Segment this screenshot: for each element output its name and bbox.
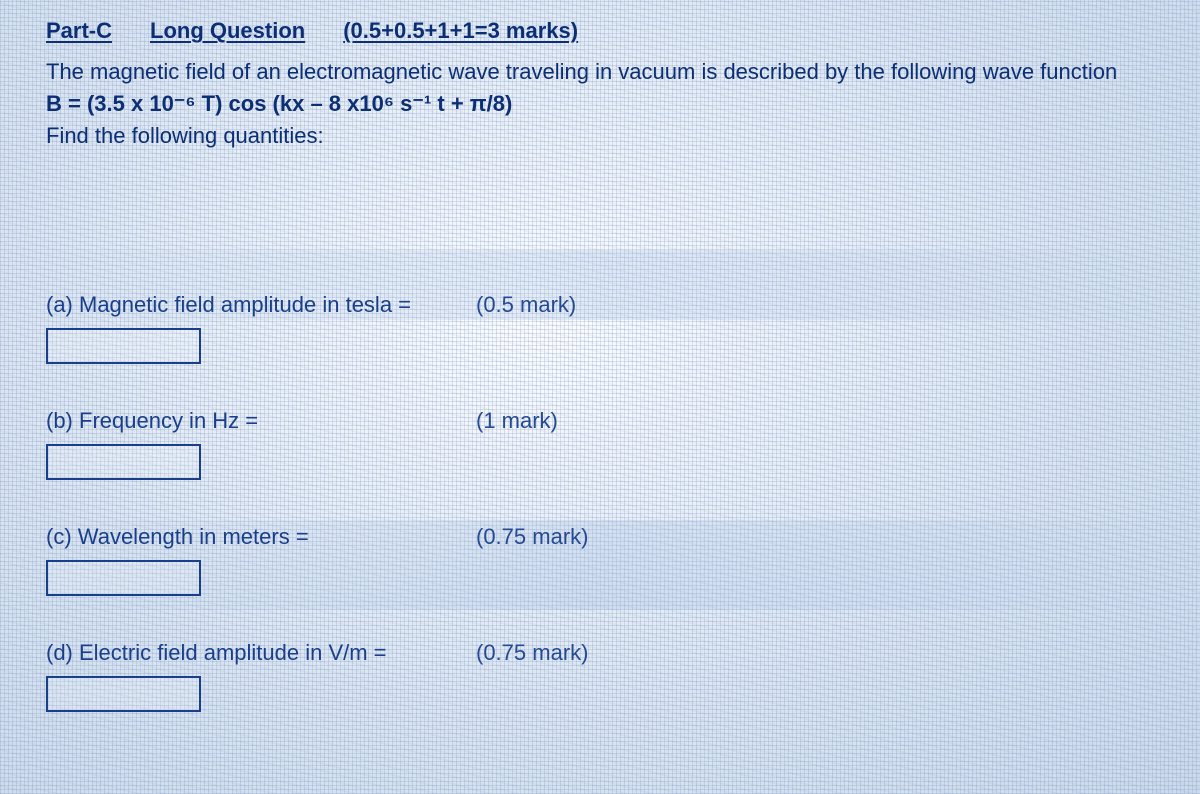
- question-row: (a) Magnetic field amplitude in tesla = …: [46, 292, 1154, 318]
- part-label: Part-C: [46, 18, 112, 44]
- question-label: (c) Wavelength in meters =: [46, 524, 476, 550]
- prompt-line-3: Find the following quantities:: [46, 120, 1154, 152]
- exam-page: Part-C Long Question (0.5+0.5+1+1=3 mark…: [0, 0, 1200, 786]
- prompt-equation: B = (3.5 x 10⁻⁶ T) cos (kx – 8 x10⁶ s⁻¹ …: [46, 88, 1154, 120]
- question-row: (d) Electric field amplitude in V/m = (0…: [46, 640, 1154, 666]
- question-row: (c) Wavelength in meters = (0.75 mark): [46, 524, 1154, 550]
- answer-input-b[interactable]: [46, 444, 201, 480]
- answer-input-d[interactable]: [46, 676, 201, 712]
- question-label: (d) Electric field amplitude in V/m =: [46, 640, 476, 666]
- question-prompt: The magnetic field of an electromagnetic…: [46, 56, 1154, 152]
- question-mark: (1 mark): [476, 408, 558, 434]
- question-d: (d) Electric field amplitude in V/m = (0…: [46, 640, 1154, 712]
- question-mark: (0.75 mark): [476, 524, 588, 550]
- question-mark: (0.5 mark): [476, 292, 576, 318]
- question-row: (b) Frequency in Hz = (1 mark): [46, 408, 1154, 434]
- section-title: Long Question: [150, 18, 305, 44]
- section-header: Part-C Long Question (0.5+0.5+1+1=3 mark…: [46, 18, 1154, 44]
- question-mark: (0.75 mark): [476, 640, 588, 666]
- question-b: (b) Frequency in Hz = (1 mark): [46, 408, 1154, 480]
- answer-input-a[interactable]: [46, 328, 201, 364]
- prompt-line-1: The magnetic field of an electromagnetic…: [46, 56, 1154, 88]
- question-label: (a) Magnetic field amplitude in tesla =: [46, 292, 476, 318]
- answer-input-c[interactable]: [46, 560, 201, 596]
- total-marks: (0.5+0.5+1+1=3 marks): [343, 18, 578, 44]
- question-c: (c) Wavelength in meters = (0.75 mark): [46, 524, 1154, 596]
- question-label: (b) Frequency in Hz =: [46, 408, 476, 434]
- question-a: (a) Magnetic field amplitude in tesla = …: [46, 292, 1154, 364]
